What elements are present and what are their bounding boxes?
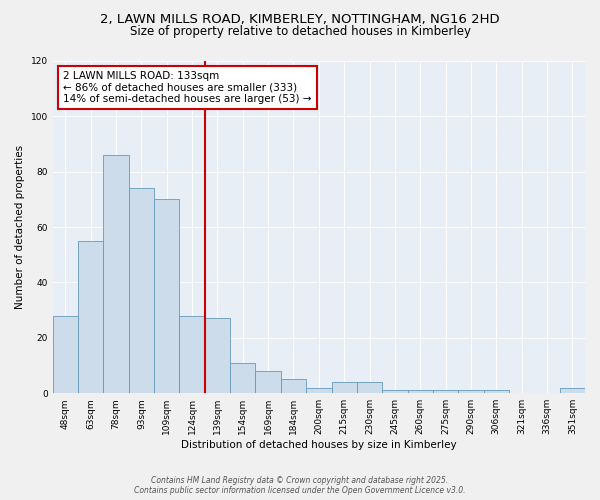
Bar xyxy=(458,390,484,393)
Bar xyxy=(382,390,407,393)
Bar xyxy=(129,188,154,393)
Text: 2 LAWN MILLS ROAD: 133sqm
← 86% of detached houses are smaller (333)
14% of semi: 2 LAWN MILLS ROAD: 133sqm ← 86% of detac… xyxy=(64,71,312,104)
Bar xyxy=(53,316,78,393)
X-axis label: Distribution of detached houses by size in Kimberley: Distribution of detached houses by size … xyxy=(181,440,457,450)
Bar xyxy=(205,318,230,393)
Bar xyxy=(357,382,382,393)
Bar xyxy=(281,380,306,393)
Bar xyxy=(230,363,256,393)
Bar xyxy=(306,388,332,393)
Text: Size of property relative to detached houses in Kimberley: Size of property relative to detached ho… xyxy=(130,25,470,38)
Bar xyxy=(256,371,281,393)
Bar xyxy=(560,388,585,393)
Text: 2, LAWN MILLS ROAD, KIMBERLEY, NOTTINGHAM, NG16 2HD: 2, LAWN MILLS ROAD, KIMBERLEY, NOTTINGHA… xyxy=(100,12,500,26)
Bar xyxy=(179,316,205,393)
Bar xyxy=(78,241,103,393)
Text: Contains HM Land Registry data © Crown copyright and database right 2025.
Contai: Contains HM Land Registry data © Crown c… xyxy=(134,476,466,495)
Bar xyxy=(407,390,433,393)
Bar xyxy=(154,200,179,393)
Bar xyxy=(484,390,509,393)
Bar xyxy=(433,390,458,393)
Y-axis label: Number of detached properties: Number of detached properties xyxy=(15,145,25,309)
Bar xyxy=(103,155,129,393)
Bar xyxy=(332,382,357,393)
